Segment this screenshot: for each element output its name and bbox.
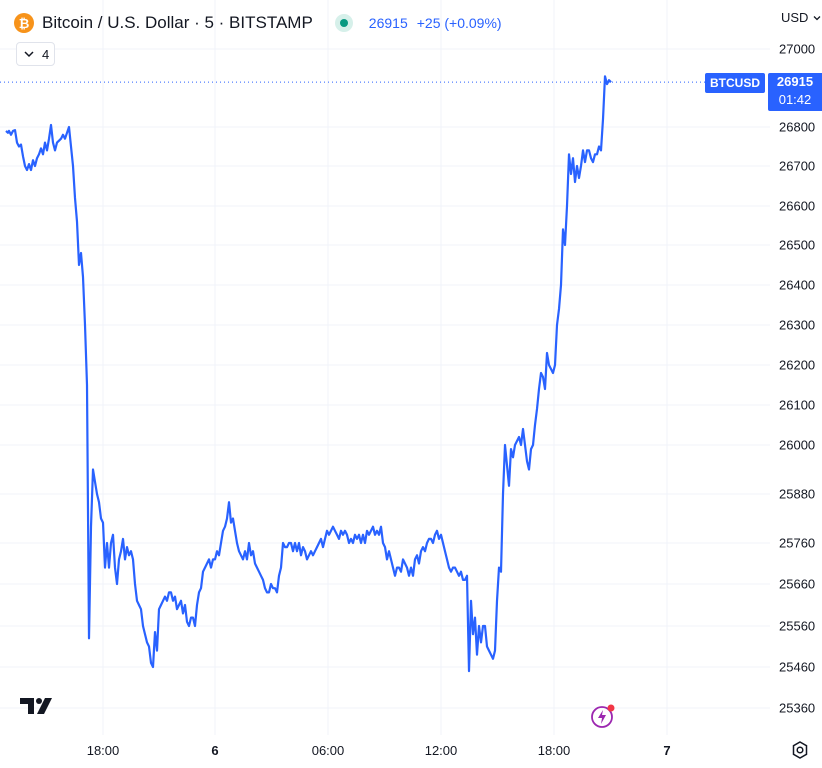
time-tick-label: 7 (663, 743, 670, 758)
symbol-title[interactable]: Bitcoin / U.S. Dollar · 5 · BITSTAMP (42, 13, 313, 32)
chart-grid (0, 0, 770, 735)
symbol-price-label: BTCUSD (705, 73, 765, 93)
price-tick-label: 26800 (779, 120, 815, 135)
price-tick-label: 26700 (779, 159, 815, 174)
settings-icon[interactable] (790, 740, 810, 760)
price-tick-label: 25760 (779, 536, 815, 551)
current-price-value: 26915 (776, 74, 814, 89)
price-axis[interactable]: 27000 26800 26700 26600 26500 26400 26300 26200… (779, 42, 815, 716)
symbol-header: ₿ Bitcoin / U.S. Dollar · 5 · BITSTAMP 2… (14, 10, 502, 36)
currency-selector[interactable]: USD (781, 10, 822, 25)
price-tick-label: 25460 (779, 660, 815, 675)
time-tick-label: 12:00 (425, 743, 458, 758)
price-tick-label: 26300 (779, 318, 815, 333)
tradingview-logo-icon[interactable] (20, 696, 58, 716)
price-change: +25 (+0.09%) (416, 15, 502, 31)
price-tick-label: 26000 (779, 438, 815, 453)
time-tick-label: 18:00 (87, 743, 120, 758)
price-tick-label: 26200 (779, 358, 815, 373)
time-tick-label: 06:00 (312, 743, 345, 758)
current-price-tag: 26915 01:42 (768, 73, 822, 111)
price-tick-label: 26400 (779, 278, 815, 293)
bitcoin-logo-icon: ₿ (14, 13, 34, 33)
time-axis[interactable]: 18:00 6 06:00 12:00 18:00 7 (87, 743, 671, 758)
chevron-down-icon (813, 15, 821, 20)
price-tick-label: 27000 (779, 42, 815, 57)
indicators-toggle-button[interactable]: 4 (16, 42, 56, 66)
currency-label: USD (781, 10, 809, 25)
last-price: 26915 (368, 15, 408, 31)
flash-icon[interactable] (590, 703, 616, 729)
price-tick-label: 25560 (779, 619, 815, 634)
price-tick-label: 25360 (779, 701, 815, 716)
price-tick-label: 25660 (779, 577, 815, 592)
price-tick-label: 26600 (779, 199, 815, 214)
price-tick-label: 26500 (779, 238, 815, 253)
chevron-down-icon (24, 51, 34, 58)
time-tick-label: 6 (211, 743, 218, 758)
bar-countdown: 01:42 (778, 92, 812, 107)
price-tick-label: 25880 (779, 487, 815, 502)
price-line (5, 75, 612, 673)
indicators-count: 4 (42, 46, 50, 62)
price-tick-label: 26100 (779, 398, 815, 413)
time-tick-label: 18:00 (538, 743, 571, 758)
live-status-icon (334, 14, 353, 32)
